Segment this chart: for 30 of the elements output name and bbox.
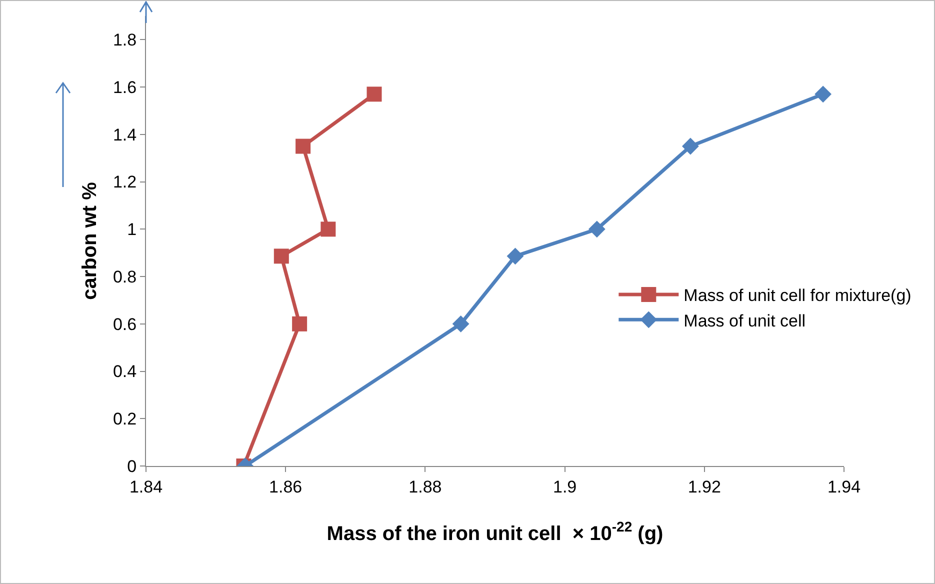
y-tick-label: 0.4 (112, 362, 137, 382)
y-tick-label: 1.4 (112, 125, 137, 144)
x-tick-label: 1.86 (269, 477, 302, 496)
x-tick-label: 1.84 (129, 477, 163, 496)
y-tick-label: 0.8 (112, 267, 137, 286)
point (320, 222, 336, 237)
point (452, 315, 470, 332)
y-tick-label: 0.6 (112, 314, 137, 334)
point (682, 138, 699, 155)
y-axis-title: carbon wt % (79, 182, 101, 300)
x-tick-label: 1.92 (688, 477, 721, 496)
y-tick-label: 0.2 (112, 410, 137, 429)
point (366, 86, 382, 102)
point (296, 138, 311, 154)
y-tick-label: 1.2 (112, 172, 137, 192)
y-tick-label: 1.6 (112, 78, 137, 97)
point (814, 86, 832, 103)
y-tick-label: 0 (127, 456, 137, 476)
x-tick-label: 1.9 (552, 477, 577, 496)
x-tick-label: 1.94 (827, 477, 861, 496)
x-tick-label: 1.88 (408, 477, 442, 496)
point (506, 248, 524, 265)
point (588, 220, 606, 238)
point (292, 316, 308, 332)
point (274, 248, 289, 264)
y-tick-label: 1.8 (112, 30, 137, 50)
legend-label: Mass of unit cell (684, 311, 806, 330)
legend-label: Mass of unit cell for mixture(g) (684, 286, 912, 306)
y-tick-label: 1 (127, 220, 137, 240)
x-axis-title: Mass of the iron unit cell × 10$^{-22}$ (g) (326, 518, 664, 545)
